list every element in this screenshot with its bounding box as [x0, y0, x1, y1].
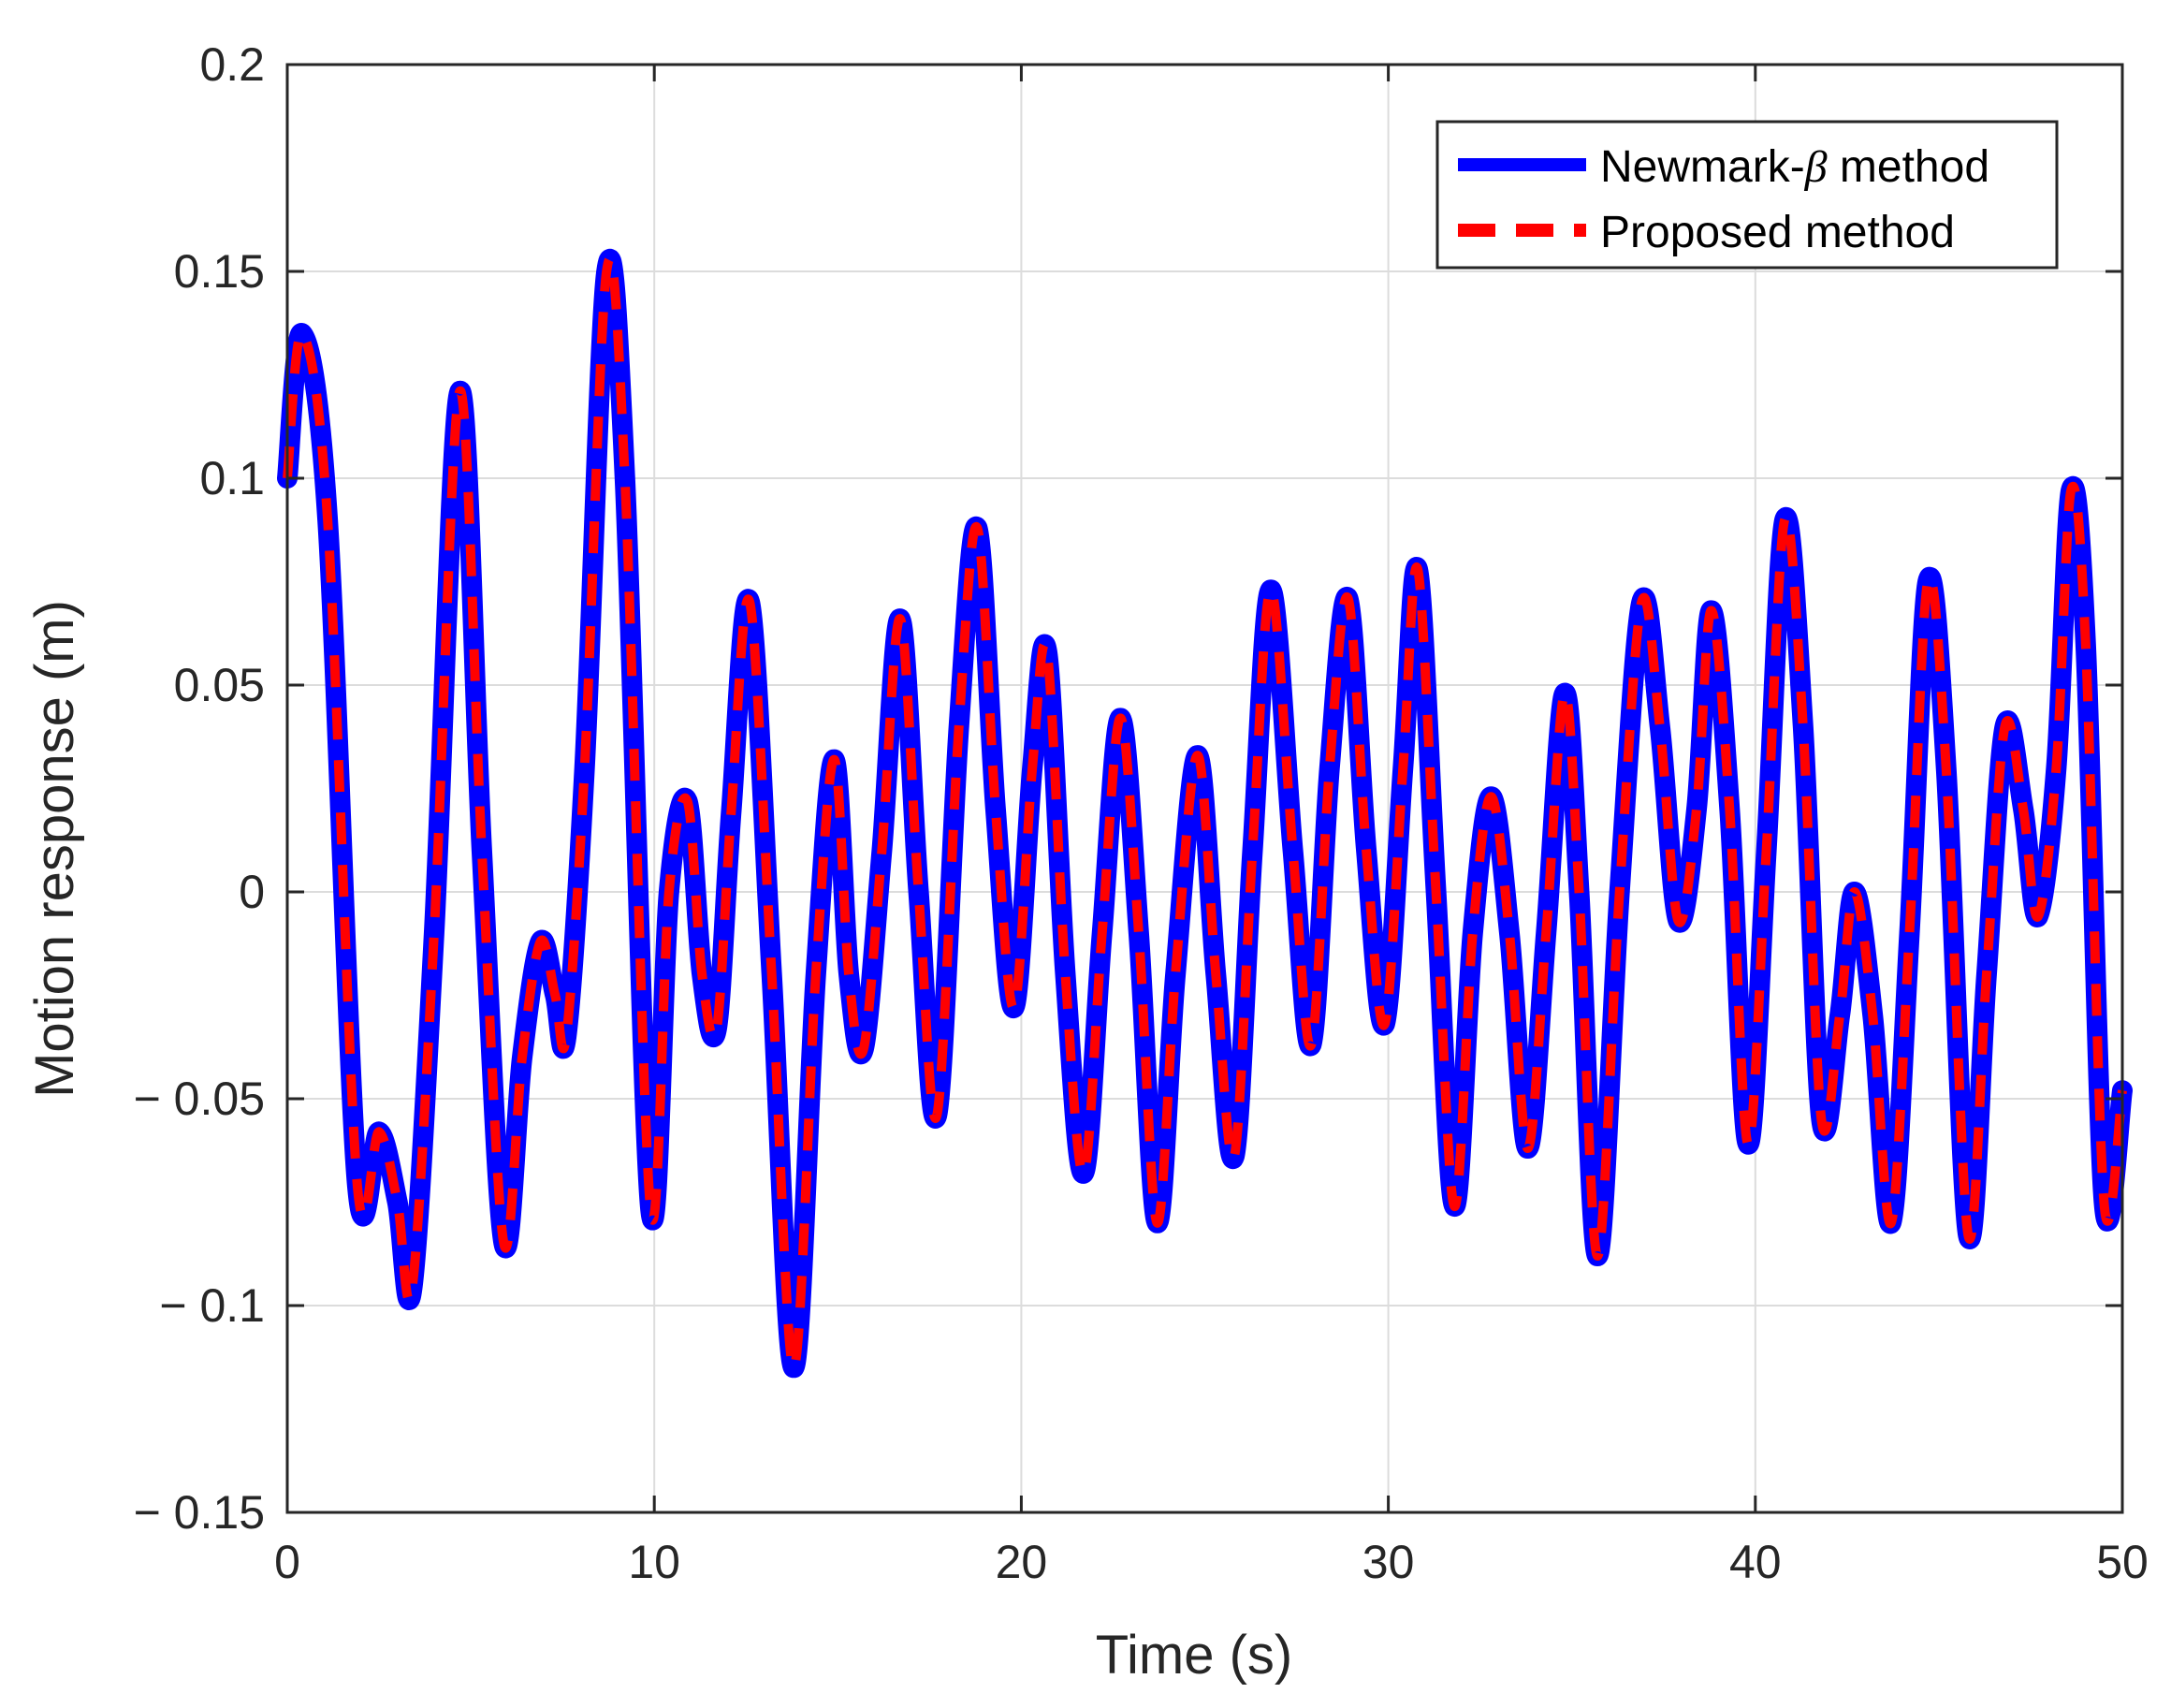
y-tick-label: 0.2	[199, 38, 265, 91]
series-layer	[277, 248, 2133, 1379]
y-tick-label: − 0.1	[159, 1279, 265, 1332]
x-axis-title: Time (s)	[1096, 1625, 1292, 1686]
legend-beta-symbol: β	[1804, 142, 1828, 192]
legend-label-newmark: Newmark-β method	[1600, 142, 1989, 192]
x-tick-label: 30	[1362, 1536, 1415, 1588]
ticks	[285, 63, 2124, 1514]
axes-box	[285, 63, 2124, 1514]
y-tick-label: 0.1	[199, 452, 265, 504]
legend-box	[1435, 120, 2059, 270]
x-tick-label: 50	[2096, 1536, 2149, 1588]
x-tick-label: 10	[628, 1536, 680, 1588]
x-tick-label: 0	[274, 1536, 300, 1588]
legend-label-proposed: Proposed method	[1600, 208, 1955, 257]
legend-newmark-suffix: method	[1828, 142, 1989, 192]
y-tick-label: 0.05	[174, 659, 265, 711]
legend: Newmark-β method Proposed method	[1435, 120, 2059, 270]
x-tick-label: 40	[1729, 1536, 1782, 1588]
legend-newmark-prefix: Newmark-	[1600, 142, 1805, 192]
y-tick-label: − 0.05	[134, 1073, 265, 1125]
series-proposed-line	[283, 254, 2127, 1373]
y-tick-label: 0	[239, 866, 265, 918]
y-tick-label: 0.15	[174, 245, 265, 298]
y-axis-title: Motion response (m)	[24, 600, 85, 1098]
x-tick-label: 20	[996, 1536, 1048, 1588]
y-tick-label: − 0.15	[134, 1486, 265, 1539]
tick-labels: 0 10 20 30 40 50 0.2 0.15 0.1 0.05 0 − 0.05 − 0.1 − 0…	[134, 38, 2149, 1588]
